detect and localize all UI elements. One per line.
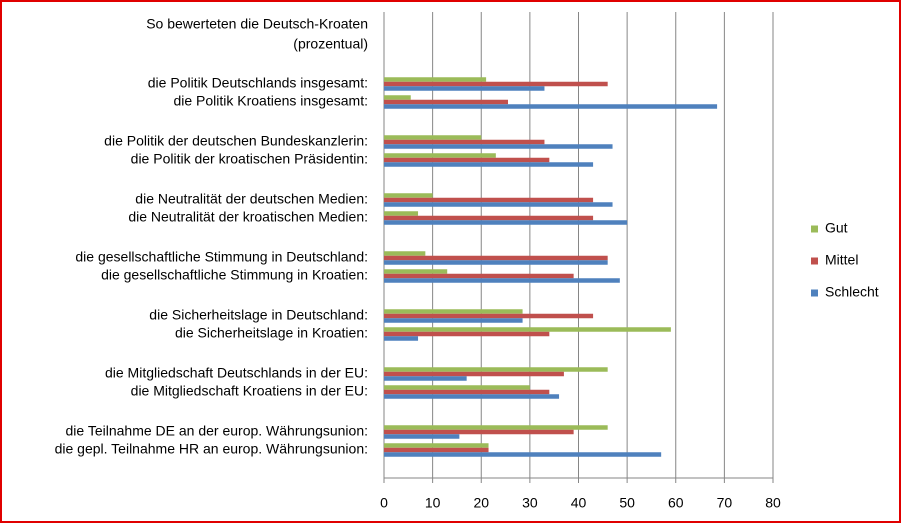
bar [384, 367, 608, 372]
legend-swatch [811, 289, 818, 297]
x-tick-label: 70 [717, 495, 733, 511]
bar [384, 251, 426, 256]
bar [384, 318, 523, 323]
bar [384, 309, 523, 314]
x-tick-label: 60 [668, 495, 684, 511]
bar [384, 153, 496, 158]
bar [384, 371, 564, 377]
bar [384, 429, 574, 435]
bar [384, 81, 608, 87]
y-tick-label: die gesellschaftliche Stimmung in Deutsc… [75, 249, 368, 265]
bar [384, 425, 608, 430]
y-tick-label: die Sicherheitslage in Kroatien: [175, 325, 368, 341]
legend-swatch [811, 257, 818, 265]
legend-label: Gut [825, 220, 848, 236]
bar [384, 86, 545, 91]
y-tick-label: die Teilnahme DE an der europ. Währungsu… [66, 423, 368, 439]
bar [384, 202, 613, 207]
bar [384, 385, 530, 390]
x-tick-label: 30 [522, 495, 538, 511]
y-tick-label: die Mitgliedschaft Deutschlands in der E… [105, 365, 368, 381]
bar [384, 394, 560, 399]
x-tick-label: 20 [473, 495, 489, 511]
bar [384, 211, 419, 216]
bar [384, 162, 594, 167]
bar [384, 95, 411, 100]
y-tick-label: die Neutralität der deutschen Medien: [135, 191, 368, 207]
x-tick-label: 50 [619, 495, 635, 511]
bar [384, 336, 419, 341]
bar [384, 269, 448, 274]
bar [384, 376, 467, 381]
y-tick-label: die Politik Deutschlands insgesamt: [148, 75, 368, 91]
bar [384, 215, 594, 221]
y-tick-label: die gesellschaftliche Stimmung in Kroati… [101, 267, 368, 283]
y-tick-label: die Politik der deutschen Bundeskanzleri… [104, 133, 368, 149]
bar [384, 434, 460, 439]
bar [384, 278, 620, 283]
bar [384, 99, 508, 105]
legend-swatch [811, 225, 818, 233]
bar [384, 157, 550, 163]
bar [384, 260, 608, 265]
bar [384, 139, 545, 145]
y-tick-label: die Politik Kroatiens insgesamt: [173, 93, 368, 109]
y-tick-label: die Sicherheitslage in Deutschland: [149, 307, 368, 323]
bar [384, 77, 487, 82]
bar [384, 331, 550, 337]
y-tick-label: die Mitgliedschaft Kroatiens in der EU: [131, 383, 368, 399]
bar [384, 452, 662, 457]
x-tick-label: 80 [765, 495, 781, 511]
bar [384, 389, 550, 395]
legend-label: Schlecht [825, 284, 879, 300]
bar [384, 273, 574, 279]
legend-label: Mittel [825, 252, 858, 268]
bar [384, 104, 718, 109]
y-tick-label: die gepl. Teilnahme HR an europ. Währung… [55, 441, 368, 457]
bar [384, 220, 628, 225]
x-tick-label: 40 [571, 495, 587, 511]
bar [384, 447, 489, 453]
bar [384, 135, 482, 140]
bar [384, 443, 489, 448]
y-tick-label: die Neutralität der kroatischen Medien: [128, 209, 368, 225]
x-tick-label: 0 [380, 495, 388, 511]
bar [384, 313, 594, 319]
bar [384, 197, 594, 203]
bar [384, 327, 671, 332]
bar [384, 255, 608, 261]
y-tick-label: die Politik der kroatischen Präsidentin: [131, 151, 368, 167]
bar [384, 193, 433, 198]
chart-subtitle: (prozentual) [293, 36, 368, 52]
x-tick-label: 10 [425, 495, 441, 511]
chart-title: So bewerteten die Deutsch-Kroaten [146, 16, 368, 32]
bar [384, 144, 613, 149]
